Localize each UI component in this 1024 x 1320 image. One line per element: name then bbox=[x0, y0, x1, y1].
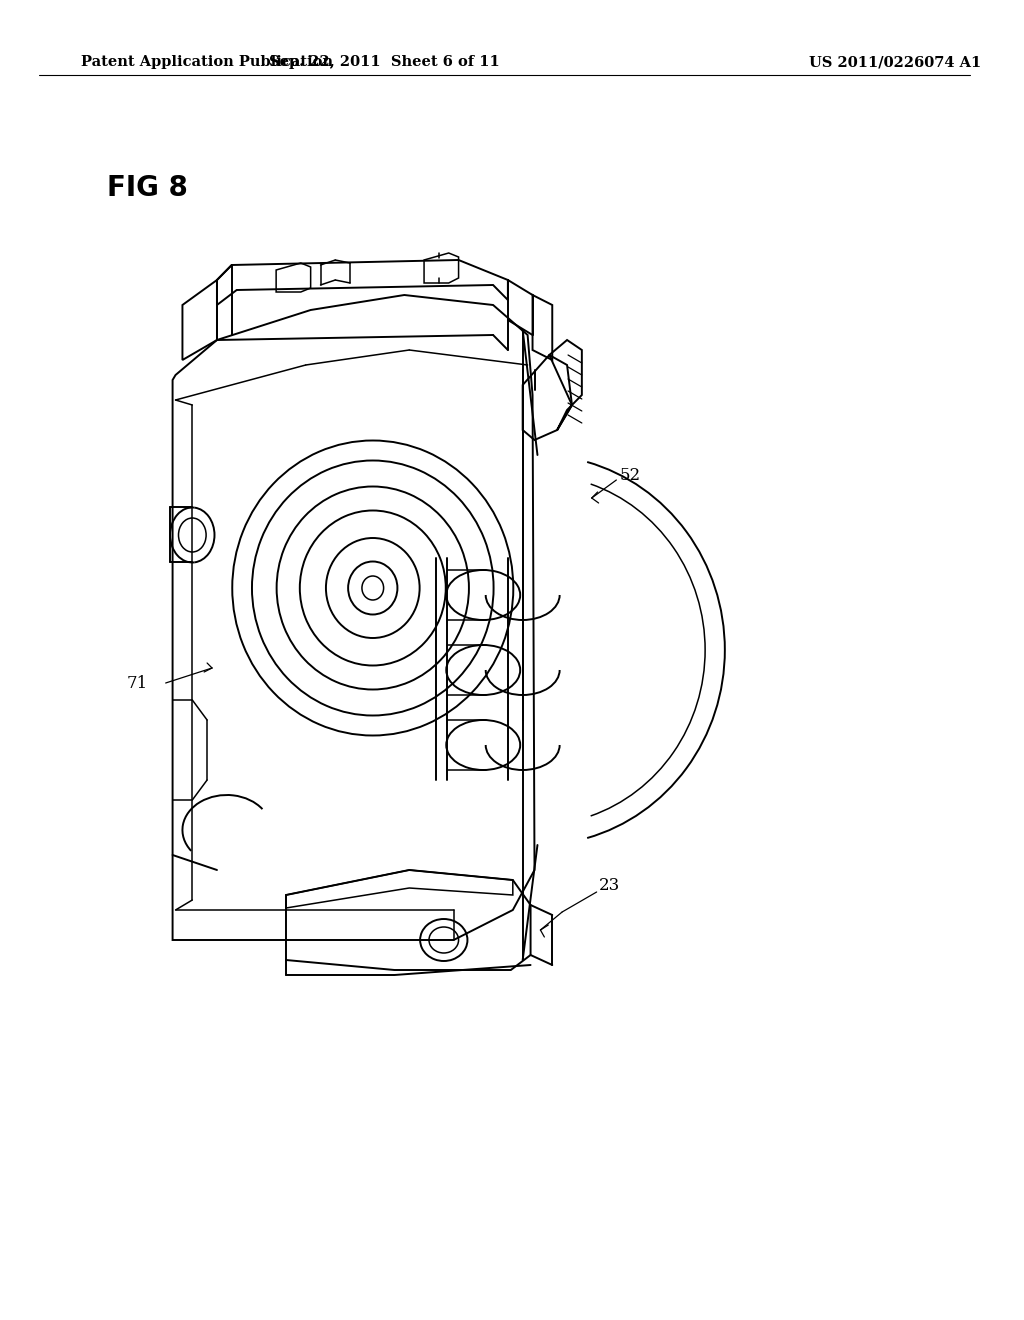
Text: 52: 52 bbox=[620, 466, 640, 483]
Text: Sep. 22, 2011  Sheet 6 of 11: Sep. 22, 2011 Sheet 6 of 11 bbox=[269, 55, 500, 69]
Text: FIG 8: FIG 8 bbox=[106, 174, 187, 202]
Text: Patent Application Publication: Patent Application Publication bbox=[81, 55, 333, 69]
Text: 71: 71 bbox=[126, 675, 147, 692]
Text: US 2011/0226074 A1: US 2011/0226074 A1 bbox=[809, 55, 981, 69]
Text: 23: 23 bbox=[599, 876, 620, 894]
